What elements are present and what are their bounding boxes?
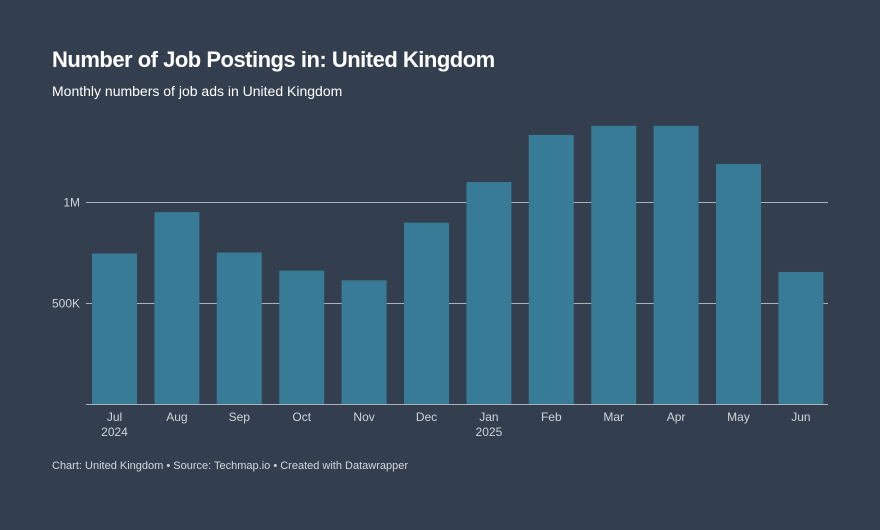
bar [216, 252, 262, 404]
bar [466, 182, 512, 404]
x-tick-label: Sep [229, 410, 251, 424]
bar [528, 134, 574, 404]
bar [154, 212, 200, 404]
x-tick-label: Mar [603, 410, 624, 424]
x-tick-label: Oct [292, 410, 311, 424]
bar [778, 271, 824, 404]
chart-title: Number of Job Postings in: United Kingdo… [52, 47, 495, 72]
bar [92, 253, 137, 404]
bar [716, 164, 761, 404]
chart-subtitle: Monthly numbers of job ads in United Kin… [52, 83, 343, 99]
bar [404, 222, 449, 404]
x-tick-year-label: 2025 [476, 425, 503, 439]
bar [653, 125, 699, 404]
bar [591, 125, 637, 404]
x-tick-label: Feb [541, 410, 562, 424]
bar [279, 270, 325, 404]
x-tick-label: Aug [166, 410, 187, 424]
x-tick-year-label: 2024 [101, 425, 128, 439]
x-tick-label: Nov [353, 410, 374, 424]
x-tick-label: Dec [416, 410, 437, 424]
x-tick-label: May [727, 410, 750, 424]
x-tick-label: Jul [107, 410, 122, 424]
bar [341, 280, 387, 404]
x-tick-label: Apr [667, 410, 686, 424]
x-tick-label: Jun [791, 410, 810, 424]
chart-footer-credits: Chart: United Kingdom • Source: Techmap.… [52, 460, 409, 472]
y-tick-label: 500K [52, 297, 80, 311]
y-tick-label: 1M [63, 196, 80, 210]
x-tick-label: Jan [479, 410, 498, 424]
